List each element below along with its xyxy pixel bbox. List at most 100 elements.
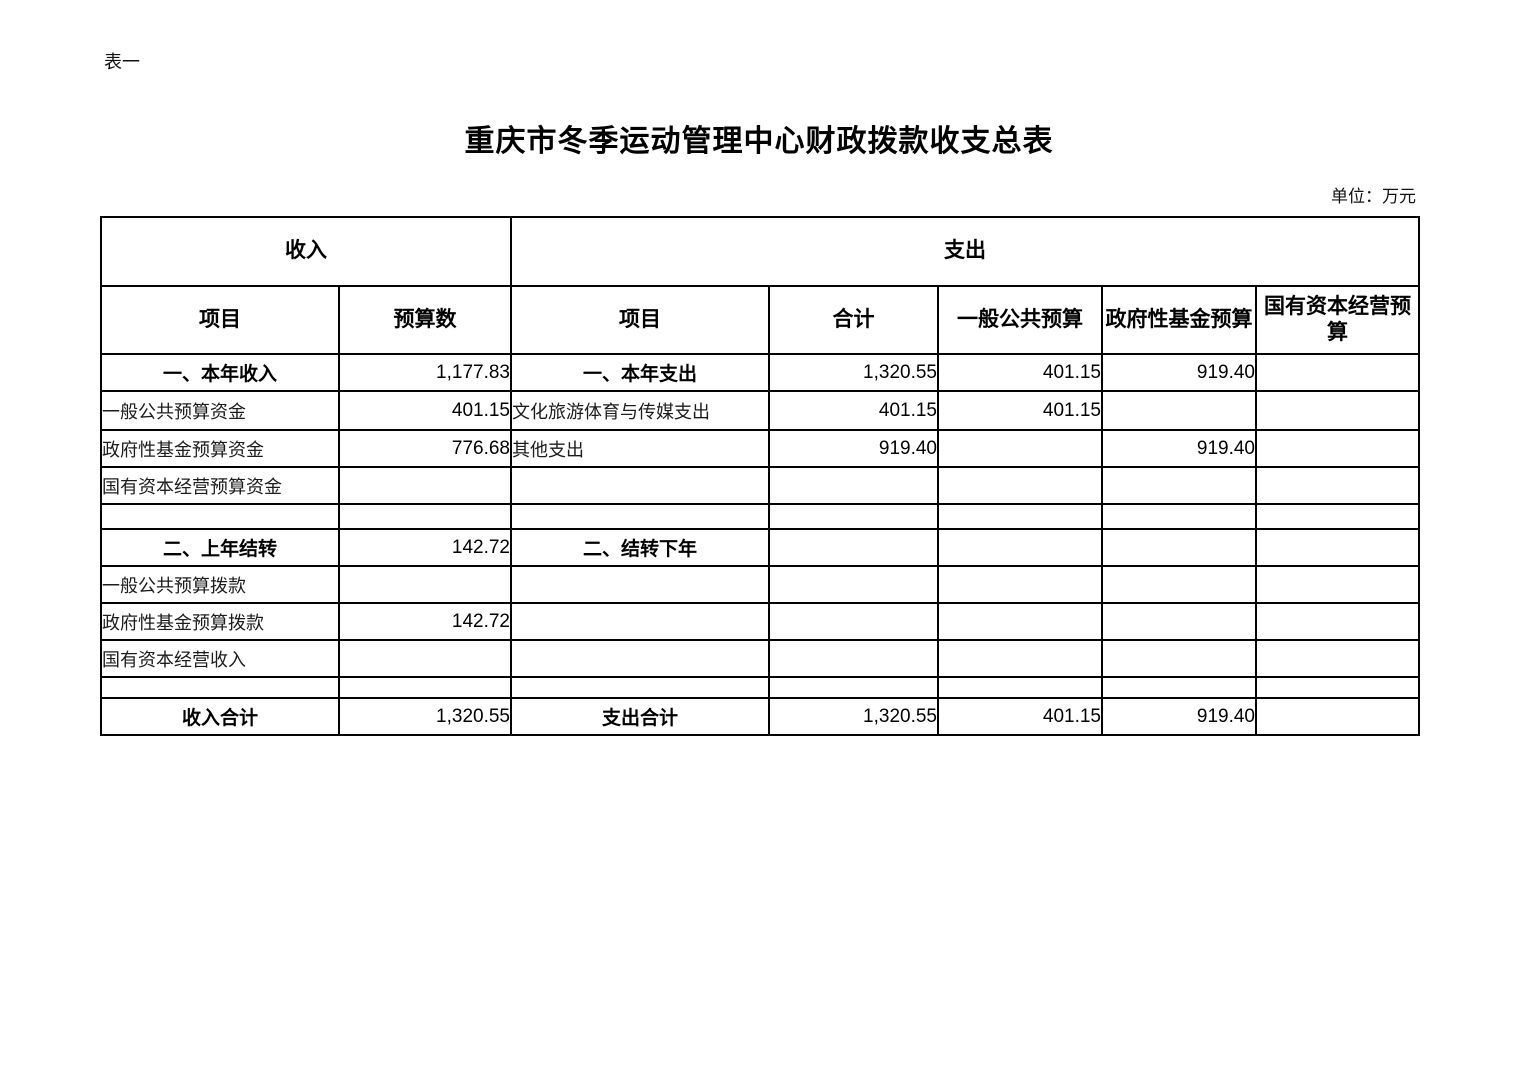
general-public-cell [937,639,1103,678]
table-row-blank [100,676,1421,699]
gov-fund-cell: 919.40 [1101,353,1257,392]
expense-total-cell [768,639,939,678]
expense-item-cell [510,676,770,699]
gov-fund-cell: 919.40 [1101,697,1257,736]
income-budget-cell [338,676,512,699]
expense-total-cell: 1,320.55 [768,353,939,392]
expense-total-cell [768,676,939,699]
income-item-cell: 政府性基金预算资金 [100,429,340,468]
income-item-cell: 收入合计 [100,697,340,736]
col-header-state-capital: 国有资本经营预算 [1254,285,1421,355]
expense-total-cell [768,602,939,641]
income-item-cell: 一般公共预算拨款 [100,565,340,604]
table-row: 一般公共预算拨款 [100,565,1421,604]
table-label: 表一 [104,52,140,73]
expense-item-cell: 一、本年支出 [510,353,770,392]
expense-item-cell: 支出合计 [510,697,770,736]
state-capital-cell [1254,676,1421,699]
income-group-header: 收入 [100,216,512,287]
expense-item-cell [510,565,770,604]
general-public-cell: 401.15 [937,353,1103,392]
general-public-cell [937,429,1103,468]
col-header-budget: 预算数 [338,285,512,355]
expense-total-cell: 1,320.55 [768,697,939,736]
table-row-blank [100,503,1421,530]
table-row-total: 收入合计 1,320.55 支出合计 1,320.55 401.15 919.4… [100,697,1421,736]
expense-item-cell [510,466,770,505]
col-header-income-item: 项目 [100,285,340,355]
state-capital-cell [1254,697,1421,736]
income-item-cell [100,503,340,530]
expense-total-cell [768,466,939,505]
expense-item-cell: 二、结转下年 [510,528,770,567]
general-public-cell: 401.15 [937,697,1103,736]
expense-item-cell: 文化旅游体育与传媒支出 [510,390,770,431]
table-column-header-row: 项目 预算数 项目 合计 一般公共预算 政府性基金预算 国有资本经营预算 [100,285,1421,355]
state-capital-cell [1254,639,1421,678]
income-budget-cell: 1,177.83 [338,353,512,392]
general-public-cell [937,528,1103,567]
gov-fund-cell [1101,639,1257,678]
income-item-cell: 国有资本经营收入 [100,639,340,678]
income-budget-cell: 142.72 [338,528,512,567]
gov-fund-cell [1101,503,1257,530]
general-public-cell [937,565,1103,604]
unit-note: 单位：万元 [1331,187,1416,207]
table-row: 一、本年收入 1,177.83 一、本年支出 1,320.55 401.15 9… [100,353,1421,392]
gov-fund-cell [1101,528,1257,567]
state-capital-cell [1254,503,1421,530]
gov-fund-cell [1101,565,1257,604]
expense-total-cell: 401.15 [768,390,939,431]
expense-group-header: 支出 [509,216,1421,287]
expense-total-cell [768,503,939,530]
expense-item-cell: 其他支出 [510,429,770,468]
table-row: 国有资本经营收入 [100,639,1421,678]
expense-total-cell [768,528,939,567]
table-row: 二、上年结转 142.72 二、结转下年 [100,528,1421,567]
expense-item-cell [510,639,770,678]
state-capital-cell [1254,429,1421,468]
income-budget-cell: 776.68 [338,429,512,468]
income-budget-cell: 142.72 [338,602,512,641]
col-header-general-public: 一般公共预算 [937,285,1103,355]
income-item-cell [100,676,340,699]
expense-total-cell: 919.40 [768,429,939,468]
expense-total-cell [768,565,939,604]
income-item-cell: 一、本年收入 [100,353,340,392]
col-header-total: 合计 [768,285,939,355]
gov-fund-cell [1101,466,1257,505]
gov-fund-cell: 919.40 [1101,429,1257,468]
state-capital-cell [1254,565,1421,604]
state-capital-cell [1254,390,1421,431]
expense-item-cell [510,503,770,530]
income-budget-cell: 401.15 [338,390,512,431]
table-row: 一般公共预算资金 401.15 文化旅游体育与传媒支出 401.15 401.1… [100,390,1421,431]
table-row: 政府性基金预算拨款 142.72 [100,602,1421,641]
gov-fund-cell [1101,390,1257,431]
state-capital-cell [1254,528,1421,567]
general-public-cell: 401.15 [937,390,1103,431]
table-row: 政府性基金预算资金 776.68 其他支出 919.40 919.40 [100,429,1421,468]
income-budget-cell [338,565,512,604]
state-capital-cell [1254,602,1421,641]
income-budget-cell [338,466,512,505]
general-public-cell [937,503,1103,530]
col-header-gov-fund: 政府性基金预算 [1101,285,1257,355]
income-item-cell: 二、上年结转 [100,528,340,567]
table-group-header-row: 收入 支出 [100,216,1421,287]
page-title: 重庆市冬季运动管理中心财政拨款收支总表 [464,125,1054,158]
general-public-cell [937,466,1103,505]
general-public-cell [937,676,1103,699]
table-row: 国有资本经营预算资金 [100,466,1421,505]
state-capital-cell [1254,353,1421,392]
income-budget-cell [338,503,512,530]
expense-item-cell [510,602,770,641]
income-budget-cell [338,639,512,678]
gov-fund-cell [1101,602,1257,641]
general-public-cell [937,602,1103,641]
income-item-cell: 一般公共预算资金 [100,390,340,431]
income-budget-cell: 1,320.55 [338,697,512,736]
income-item-cell: 国有资本经营预算资金 [100,466,340,505]
budget-summary-table: 收入 支出 项目 预算数 项目 合计 一般公共预算 政府性基金预算 国有资本经营… [100,216,1421,736]
